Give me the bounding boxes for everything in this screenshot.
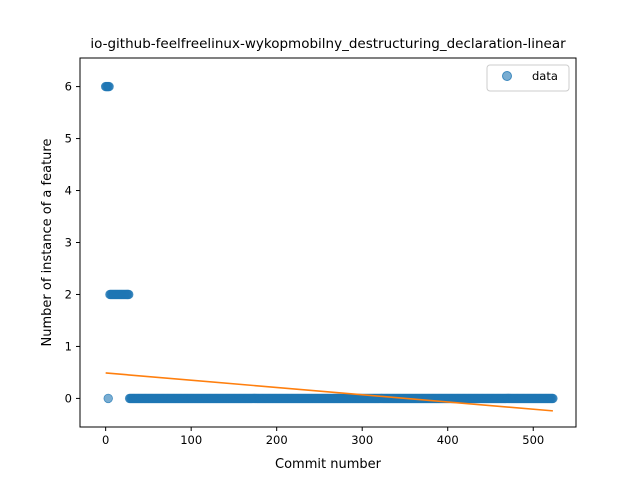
y-tick-label: 4 <box>65 184 72 198</box>
data-point <box>104 81 114 92</box>
fit-line <box>105 372 553 412</box>
data-point <box>103 393 113 404</box>
legend-label-data: data <box>532 69 558 83</box>
x-tick-label: 300 <box>351 433 373 447</box>
data-point <box>124 289 134 300</box>
y-tick-label: 0 <box>65 391 72 405</box>
plot-area: 0 100 200 300 400 500 0 1 2 3 4 5 6 <box>65 80 558 447</box>
x-axis-label: Commit number <box>275 457 382 472</box>
x-tick-label: 200 <box>266 433 288 447</box>
y-tick-label: 2 <box>65 287 72 301</box>
x-tick-label: 0 <box>102 433 109 447</box>
y-tick-label: 5 <box>65 132 72 146</box>
legend: data <box>486 64 570 92</box>
x-tick-label: 100 <box>180 433 202 447</box>
axes-frame <box>79 57 577 428</box>
data-point <box>548 393 558 404</box>
y-tick-label: 3 <box>65 236 72 250</box>
y-axis-label: Number of instance of a feature <box>40 139 55 347</box>
y-tick-label: 1 <box>65 339 72 353</box>
x-tick-label: 500 <box>522 433 544 447</box>
y-tick-label: 6 <box>65 80 72 94</box>
chart-title: io-github-feelfreelinux-wykopmobilny_des… <box>90 36 566 52</box>
x-tick-label: 400 <box>437 433 459 447</box>
legend-marker-data <box>502 71 512 81</box>
